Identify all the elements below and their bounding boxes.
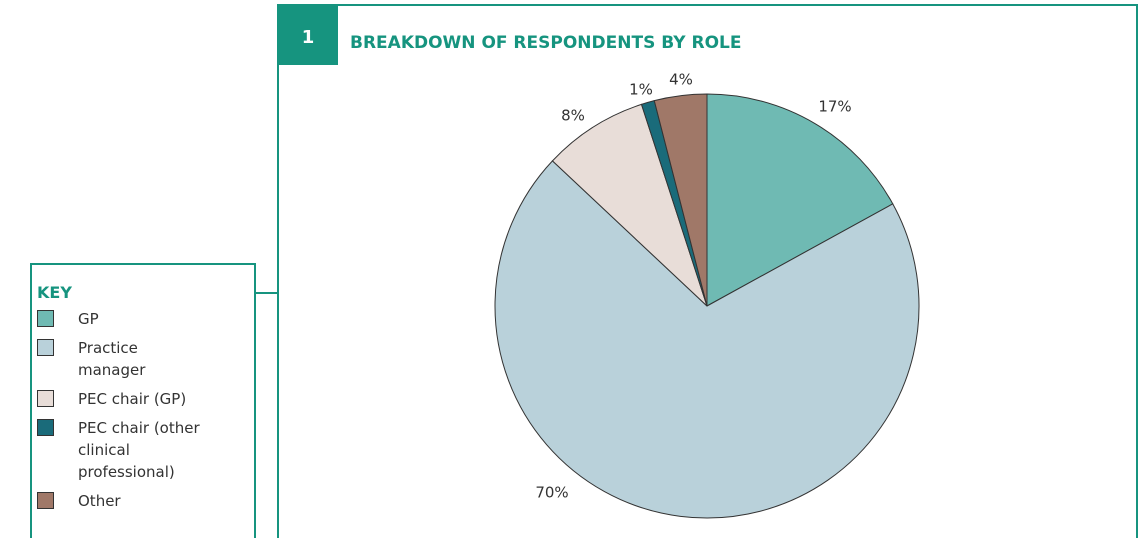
pie-slice [494, 160, 920, 519]
legend-item: Practice manager [37, 337, 254, 381]
legend-swatch [37, 390, 54, 407]
legend-item: Other [37, 490, 254, 512]
data-label: 8% [561, 107, 585, 125]
legend-swatch [37, 310, 54, 327]
legend-item: PEC chair (GP) [37, 388, 254, 410]
chart-title: BREAKDOWN OF RESPONDENTS BY ROLE [350, 33, 741, 53]
legend-swatch [37, 492, 54, 509]
number-box [278, 5, 338, 65]
legend-label: Other [78, 492, 121, 510]
legend-item: PEC chair (other clinical professional) [37, 417, 254, 483]
data-label: 70% [535, 484, 568, 502]
legend-label: Practice manager [78, 339, 146, 379]
pie-slice [706, 93, 894, 307]
legend-label: GP [78, 310, 99, 328]
legend-item: GP [37, 308, 254, 330]
legend-swatch [37, 419, 54, 436]
legend-swatch [37, 339, 54, 356]
legend-label: PEC chair (GP) [78, 390, 187, 408]
pie-slice [551, 103, 708, 307]
legend: KEY GP Practice manager PEC chair (GP) PEC … [30, 263, 256, 538]
legend-title: KEY [37, 283, 72, 302]
frame [277, 4, 1138, 538]
data-label: 17% [818, 98, 851, 116]
pie-slice [653, 93, 708, 307]
legend-label: PEC chair (other clinical professional) [78, 419, 200, 481]
data-label: 1% [629, 81, 653, 99]
chart-number: 1 [302, 27, 315, 48]
data-label: 4% [669, 71, 693, 89]
